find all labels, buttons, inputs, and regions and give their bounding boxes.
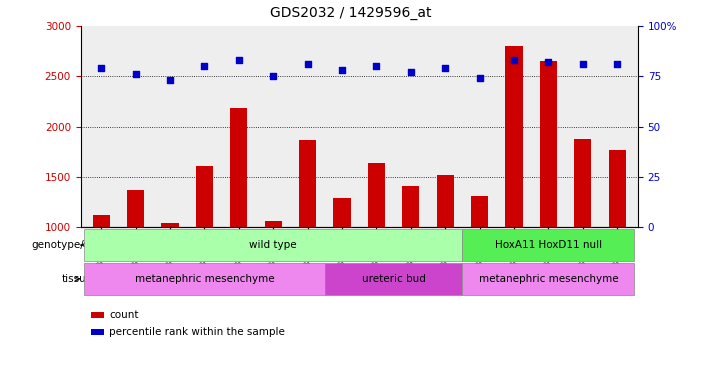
Bar xyxy=(93,215,110,227)
Point xyxy=(336,68,348,74)
Point xyxy=(474,75,485,81)
Bar xyxy=(127,190,144,227)
Point xyxy=(371,63,382,69)
Point xyxy=(508,57,519,63)
Point xyxy=(440,65,451,71)
Bar xyxy=(334,198,350,227)
Bar xyxy=(471,196,489,227)
Bar xyxy=(540,62,557,227)
Text: GDS2032 / 1429596_at: GDS2032 / 1429596_at xyxy=(270,6,431,20)
Text: metanephric mesenchyme: metanephric mesenchyme xyxy=(135,274,274,284)
Text: HoxA11 HoxD11 null: HoxA11 HoxD11 null xyxy=(495,240,602,250)
Point xyxy=(543,59,554,65)
Point xyxy=(130,71,142,77)
Point xyxy=(268,74,279,80)
Point xyxy=(165,77,176,83)
Text: count: count xyxy=(109,310,139,320)
Bar xyxy=(230,108,247,227)
Point xyxy=(95,65,107,71)
Point xyxy=(577,62,588,68)
Text: ureteric bud: ureteric bud xyxy=(362,274,426,284)
Bar xyxy=(299,140,316,227)
Text: genotype/variation: genotype/variation xyxy=(32,240,130,250)
Point xyxy=(233,57,245,63)
Text: metanephric mesenchyme: metanephric mesenchyme xyxy=(479,274,618,284)
Bar xyxy=(161,223,179,227)
Bar xyxy=(574,139,592,227)
Text: wild type: wild type xyxy=(250,240,297,250)
Bar xyxy=(368,163,385,227)
Bar xyxy=(402,186,419,227)
Point xyxy=(302,62,313,68)
Text: tissue: tissue xyxy=(62,274,93,284)
Point xyxy=(405,69,416,75)
Text: percentile rank within the sample: percentile rank within the sample xyxy=(109,327,285,337)
Bar xyxy=(437,175,454,227)
Bar xyxy=(505,46,523,227)
Point xyxy=(612,62,623,68)
Bar xyxy=(196,166,213,227)
Bar xyxy=(608,150,626,227)
Bar xyxy=(265,221,282,227)
Point xyxy=(199,63,210,69)
